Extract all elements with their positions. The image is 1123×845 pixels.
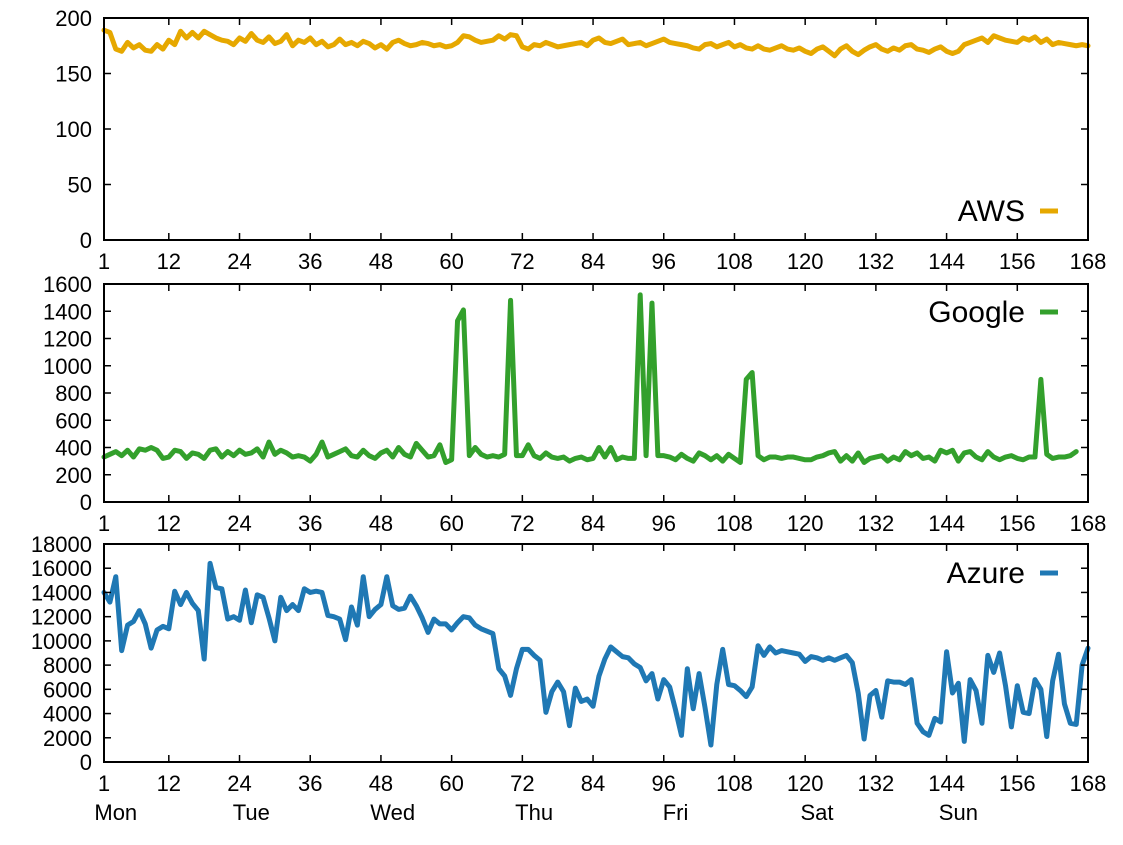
x-tick-label: 144 xyxy=(928,511,965,536)
day-label-thu: Thu xyxy=(515,800,553,825)
x-tick-label: 132 xyxy=(858,249,895,274)
y-tick-label: 150 xyxy=(55,62,92,87)
y-tick-label: 10000 xyxy=(31,629,92,654)
x-tick-label: 36 xyxy=(298,511,322,536)
y-tick-label: 8000 xyxy=(43,653,92,678)
x-tick-label: 24 xyxy=(227,511,251,536)
y-tick-label: 1000 xyxy=(43,354,92,379)
day-label-sun: Sun xyxy=(939,800,978,825)
chart-panel-0: 1 12 24 36 48 60 72 84 96 108 120 132 144 156 168 0 50 10… xyxy=(55,6,1106,274)
x-tick-label: 144 xyxy=(928,249,965,274)
y-tick-label: 400 xyxy=(55,436,92,461)
series-line-google xyxy=(101,292,1079,465)
legend-label-azure: Azure xyxy=(947,557,1025,590)
y-tick-label: 1400 xyxy=(43,299,92,324)
x-tick-label: 132 xyxy=(858,771,895,796)
chart-panel-1: 1 12 24 36 48 60 72 84 96 108 120 132 144 156 168 02004… xyxy=(43,272,1106,536)
x-tick-label: 48 xyxy=(369,511,393,536)
x-tick-label: 60 xyxy=(439,771,463,796)
x-tick-label: 36 xyxy=(298,249,322,274)
x-tick-label: 1 xyxy=(98,249,110,274)
x-tick-label: 72 xyxy=(510,771,534,796)
x-tick-label: 60 xyxy=(439,511,463,536)
day-label-fri: Fri xyxy=(663,800,689,825)
x-tick-label: 84 xyxy=(581,511,605,536)
y-tick-label: 0 xyxy=(80,228,92,253)
x-tick-label: 168 xyxy=(1070,511,1107,536)
y-tick-label: 6000 xyxy=(43,677,92,702)
x-tick-label: 12 xyxy=(157,771,181,796)
x-tick-label: 120 xyxy=(787,771,824,796)
y-tick-label: 16000 xyxy=(31,556,92,581)
y-tick-label: 0 xyxy=(80,750,92,775)
x-tick-label: 48 xyxy=(369,771,393,796)
y-tick-label: 0 xyxy=(80,490,92,515)
y-tick-label: 1600 xyxy=(43,272,92,297)
x-tick-label: 24 xyxy=(227,249,251,274)
x-tick-label: 156 xyxy=(999,249,1036,274)
y-tick-label: 1200 xyxy=(43,327,92,352)
x-tick-label: 72 xyxy=(510,511,534,536)
x-tick-label: 1 xyxy=(98,771,110,796)
x-tick-label: 72 xyxy=(510,249,534,274)
y-tick-label: 600 xyxy=(55,408,92,433)
x-tick-label: 96 xyxy=(652,511,676,536)
series-line-azure xyxy=(101,560,1091,748)
x-tick-label: 156 xyxy=(999,511,1036,536)
x-tick-label: 120 xyxy=(787,249,824,274)
plot-frame xyxy=(103,17,1089,241)
y-tick-label: 12000 xyxy=(31,605,92,630)
series-line-aws xyxy=(101,27,1091,59)
day-label-tue: Tue xyxy=(233,800,270,825)
x-tick-label: 84 xyxy=(581,249,605,274)
y-tick-label: 4000 xyxy=(43,702,92,727)
y-tick-label: 200 xyxy=(55,463,92,488)
x-tick-label: 156 xyxy=(999,771,1036,796)
x-tick-label: 168 xyxy=(1070,771,1107,796)
x-tick-label: 12 xyxy=(157,249,181,274)
x-tick-label: 12 xyxy=(157,511,181,536)
x-tick-label: 120 xyxy=(787,511,824,536)
x-tick-label: 144 xyxy=(928,771,965,796)
day-label-sat: Sat xyxy=(800,800,833,825)
y-tick-label: 2000 xyxy=(43,726,92,751)
x-tick-label: 108 xyxy=(716,249,753,274)
x-tick-label: 24 xyxy=(227,771,251,796)
y-tick-label: 100 xyxy=(55,117,92,142)
x-tick-label: 96 xyxy=(652,771,676,796)
y-tick-label: 800 xyxy=(55,381,92,406)
y-tick-label: 14000 xyxy=(31,580,92,605)
x-tick-label: 96 xyxy=(652,249,676,274)
day-label-mon: Mon xyxy=(94,800,137,825)
plot-frame xyxy=(103,543,1089,763)
x-tick-label: 108 xyxy=(716,511,753,536)
legend-label-aws: AWS xyxy=(958,195,1025,228)
y-tick-label: 18000 xyxy=(31,532,92,557)
x-tick-label: 1 xyxy=(98,511,110,536)
y-tick-label: 50 xyxy=(68,173,92,198)
x-tick-label: 108 xyxy=(716,771,753,796)
x-tick-label: 60 xyxy=(439,249,463,274)
day-label-wed: Wed xyxy=(370,800,415,825)
x-tick-label: 132 xyxy=(858,511,895,536)
legend-label-google: Google xyxy=(928,296,1025,329)
x-tick-label: 36 xyxy=(298,771,322,796)
y-tick-label: 200 xyxy=(55,6,92,31)
chart-panel-2: 1 12 24 36 48 60 72 84 96 108 120 132 144 156 168 02000… xyxy=(31,532,1107,825)
x-tick-label: 84 xyxy=(581,771,605,796)
x-tick-label: 48 xyxy=(369,249,393,274)
x-tick-label: 168 xyxy=(1070,249,1107,274)
